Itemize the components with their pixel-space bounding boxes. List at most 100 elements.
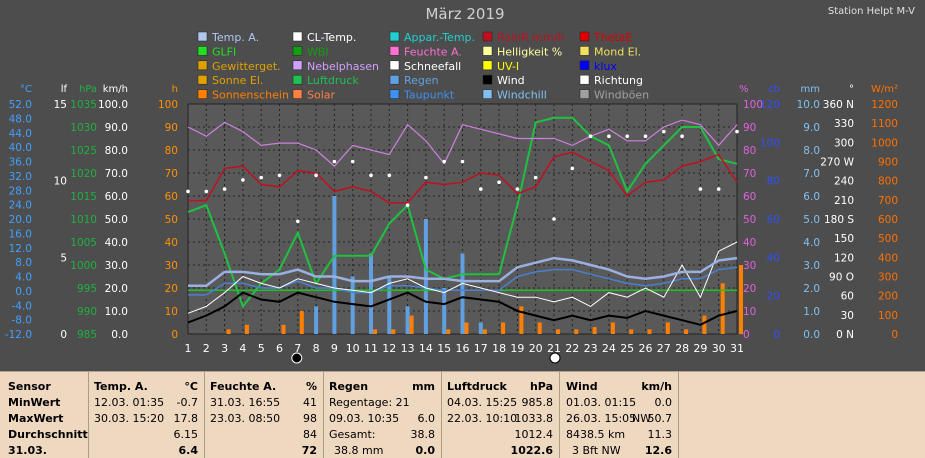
axis-tick-label: 30 [841,310,854,322]
direction-point [442,159,447,164]
rain-bar [314,306,319,334]
axis-tick-label: 120 [760,99,780,111]
axis-tick-label: 4.0 [803,237,820,249]
axis-tick-label: 360 N [823,99,854,111]
x-tick-label: 2 [203,342,210,355]
sunshine-bar [244,324,249,334]
axis-tick-label: 1015 [70,191,97,203]
x-tick-label: 27 [657,342,671,355]
sunshine-bar [464,322,469,334]
rain-header: Regen [329,380,369,393]
rain-bar [460,253,465,334]
pressure-max-date: 22.03. 10:10 [447,412,518,425]
temp-unit: °C [184,380,198,393]
axis-unit: ° [849,84,854,95]
wind-max-date: 26.03. 15:05 [566,412,637,425]
legend-label: Nebelphasen [307,60,379,73]
legend-label: Windböen [594,89,649,102]
rain-bar [405,306,410,334]
x-tick-label: 31 [730,342,744,355]
axis-tick-label: 8.0 [15,257,32,269]
rain-bar [442,288,447,334]
legend-swatch [579,89,590,99]
legend-swatch [197,74,208,85]
axis-tick-label: 995 [77,283,97,295]
axis-unit: lf [61,84,68,95]
axis-tick-label: 10.0 [105,306,128,318]
direction-point [204,189,209,194]
legend-label: Windchill [497,89,547,102]
max-label: MaxWert [8,412,64,425]
axis-tick-label: 1030 [70,122,97,134]
direction-point [552,217,556,221]
axis-tick-label: 0 [171,329,178,341]
direction-point [625,134,629,138]
sunshine-bar [501,322,506,334]
direction-point [680,134,684,138]
axis-tick-label: 40 [767,252,780,264]
humidity-line [187,119,738,167]
direction-point [570,166,575,171]
rain-current-label: 38.8 mm [334,444,384,457]
axis-tick-label: 1000 [871,137,898,149]
axis-unit: °C [20,84,32,95]
axis-tick-label: 700 [878,195,898,207]
legend-swatch [482,60,493,71]
axis-tick-label: 100 [743,99,763,111]
axis-tick-label: 9.0 [803,122,820,134]
legend-label: Sonnenschein [212,89,289,102]
direction-point [479,187,483,191]
rain-total-label: Gesamt: [329,428,376,441]
pressure-min-value: 985.8 [521,396,554,409]
axis-tick-label: -12.0 [5,329,32,341]
axis-tick-label: 50.0 [105,214,128,226]
legend-swatch [197,89,208,99]
axis-tick-label: 60 [165,191,178,203]
axis-tick-label: 1200 [871,99,898,111]
axis-tick-label: 180 S [824,214,854,226]
x-tick-label: 17 [474,342,488,355]
sunshine-bar [519,306,524,334]
avg-label: Durchschnitt [8,428,88,441]
rain-bar [332,196,337,334]
sunshine-bar [446,329,451,334]
axis-tick-label: 0 N [836,329,854,341]
axis-tick-label: 100.0 [98,99,128,111]
x-tick-label: 13 [401,342,415,355]
direction-point [405,203,410,207]
rain-bar [478,322,483,334]
axis-tick-label: 400 [878,252,898,264]
temp-header: Temp. A. [94,380,148,393]
axis-tick-label: 1010 [70,214,97,226]
legend-swatch [482,46,493,56]
axis-unit: mm [801,84,820,95]
temp-max-value: 17.8 [173,412,199,425]
x-tick-label: 11 [364,342,378,355]
legend-swatch [292,89,303,99]
humidity-current-value: 72 [301,444,317,457]
x-tick-label: 12 [382,342,396,355]
sunshine-bar [665,322,670,334]
axis-tick-label: 24.0 [9,200,32,212]
wind-min-value: 0.0 [654,396,673,409]
sunshine-bar [556,329,560,334]
x-tick-label: 6 [276,342,283,355]
legend-swatch [482,31,493,42]
temp-avg-value: 6.15 [173,428,199,441]
x-tick-label: 1 [185,342,192,355]
stats-panel: Sensor MinWert MaxWert Durchschnitt 31.0… [0,371,925,458]
legend-swatch [389,89,400,99]
axis-tick-label: 20 [743,283,756,295]
temp-min-value: -0.7 [176,396,198,409]
legend-label: Temp. A. [211,31,259,44]
legend-label: WBI [307,45,329,58]
axis-tick-label: 70 [165,168,178,180]
axis-tick-label: 70 [743,168,756,180]
legend-label: Feuchte A. [404,45,462,58]
axis-tick-label: 40.0 [9,142,32,154]
direction-point [698,187,703,191]
legend-label: Schneefall [404,60,461,73]
x-tick-label: 26 [639,342,653,355]
axis-tick-label: 8.0 [803,145,820,157]
legend-label: CL-Temp. [307,31,356,44]
